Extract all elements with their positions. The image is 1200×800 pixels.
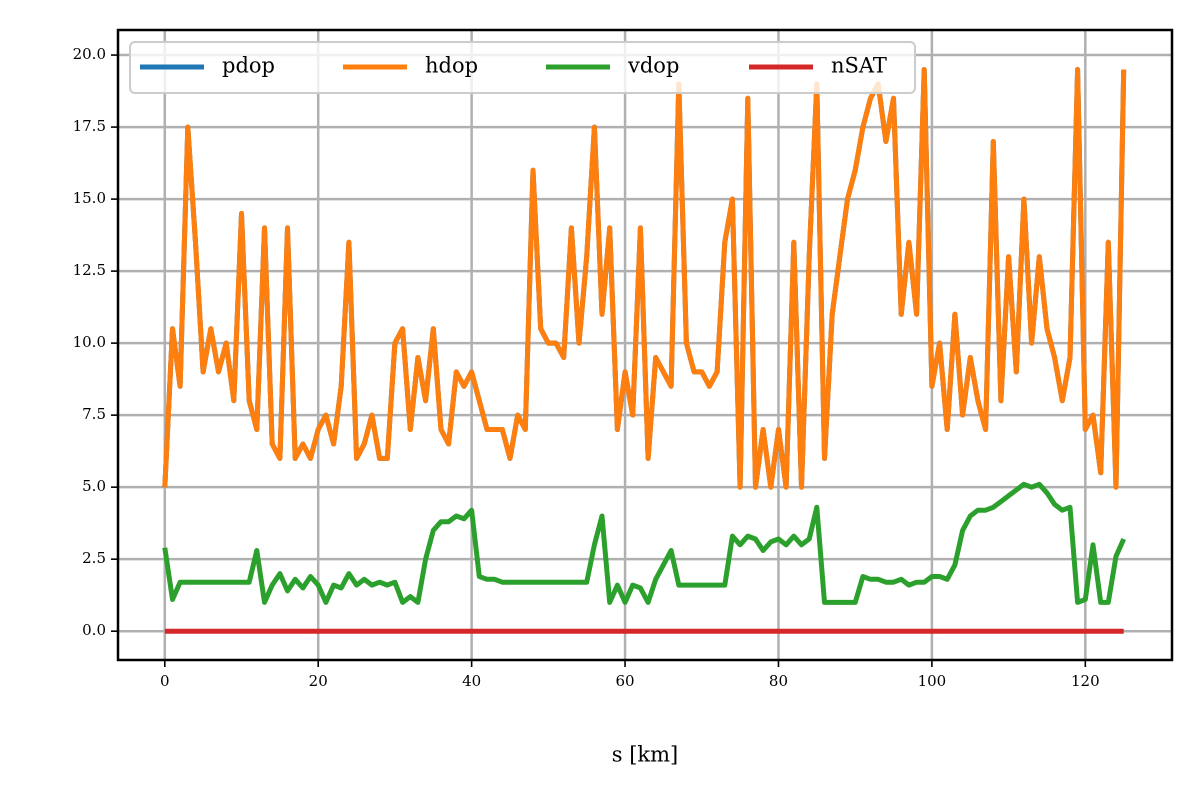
legend-label: nSAT bbox=[831, 54, 887, 78]
y-tick-label: 10.0 bbox=[73, 333, 106, 351]
x-tick-label: 120 bbox=[1071, 672, 1100, 690]
y-tick-label: 12.5 bbox=[73, 261, 106, 279]
series-line bbox=[162, 481, 1126, 605]
x-tick-label: 20 bbox=[309, 672, 328, 690]
x-tick-label: 100 bbox=[918, 672, 947, 690]
legend-label: hdop bbox=[425, 54, 478, 78]
legend: pdop hdop vdop nSAT bbox=[129, 41, 916, 94]
y-tick-label: 20.0 bbox=[73, 45, 106, 63]
x-tick-label: 0 bbox=[160, 672, 170, 690]
x-axis-label: s [km] bbox=[612, 743, 678, 767]
x-tick-label: 60 bbox=[616, 672, 635, 690]
x-tick-label: 80 bbox=[769, 672, 788, 690]
legend-label: pdop bbox=[222, 54, 275, 78]
y-tick-label: 7.5 bbox=[82, 405, 106, 423]
y-tick-label: 2.5 bbox=[82, 549, 106, 567]
y-tick-label: 5.0 bbox=[82, 477, 106, 495]
plot-frame bbox=[116, 28, 1174, 662]
series-line bbox=[162, 67, 1127, 490]
y-tick-label: 17.5 bbox=[73, 117, 106, 135]
x-tick-label: 40 bbox=[462, 672, 481, 690]
legend-label: vdop bbox=[627, 54, 679, 78]
y-tick-label: 0.0 bbox=[82, 621, 106, 639]
y-tick-label: 15.0 bbox=[73, 189, 106, 207]
legend-box bbox=[129, 41, 916, 94]
